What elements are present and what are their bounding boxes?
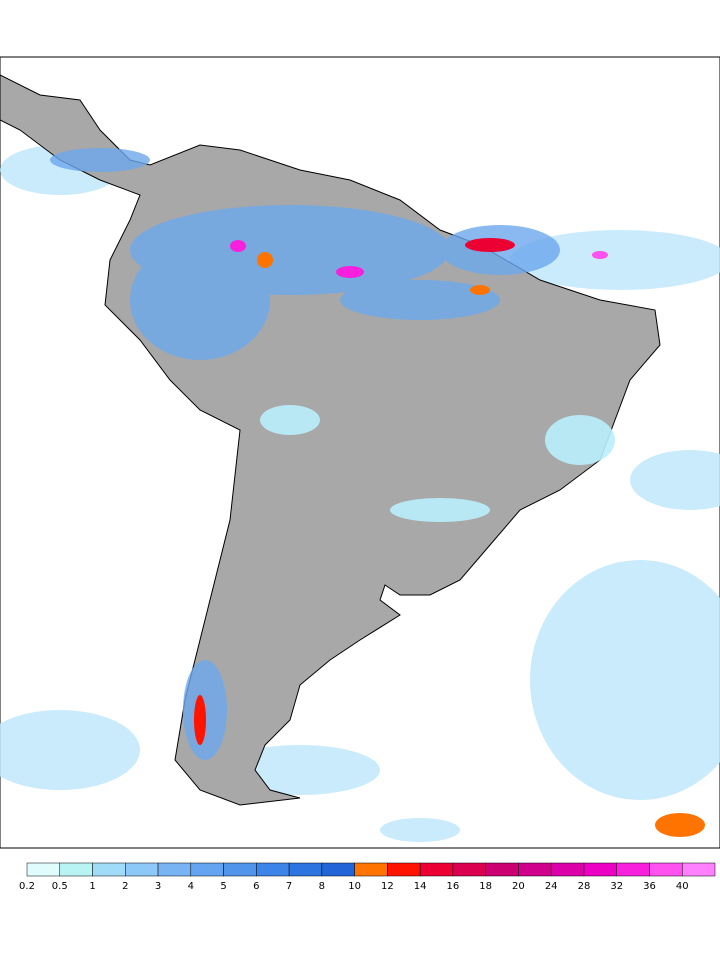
color-label: 16 <box>447 881 460 892</box>
color-label: 20 <box>512 881 525 892</box>
color-box <box>157 862 192 877</box>
color-box <box>583 862 617 877</box>
color-label: 0.2 <box>19 881 35 892</box>
colorbar: 0.2 0.5 1 2 3 4 5 6 7 8 10 12 14 16 18 20 24 28 32 36 40 <box>19 862 716 892</box>
color-label: 14 <box>414 881 427 892</box>
color-label: 24 <box>545 881 558 892</box>
color-box <box>452 862 486 877</box>
color-box <box>419 862 454 877</box>
color-label: 36 <box>643 881 656 892</box>
color-box <box>681 862 716 877</box>
color-label: 2 <box>122 881 128 892</box>
color-label: 40 <box>676 881 689 892</box>
color-box <box>485 862 519 877</box>
color-label: 6 <box>253 881 259 892</box>
color-label: 12 <box>381 881 394 892</box>
color-label: 1 <box>89 881 95 892</box>
color-label: 10 <box>348 881 361 892</box>
precip-light <box>260 405 615 522</box>
color-label: 4 <box>188 881 194 892</box>
color-box <box>190 862 224 877</box>
precip-heavy <box>194 238 705 837</box>
color-box <box>223 862 257 877</box>
color-label: 28 <box>578 881 591 892</box>
precip-land <box>50 148 560 760</box>
color-box <box>26 862 61 877</box>
color-label: 0.5 <box>52 881 68 892</box>
map <box>0 56 720 849</box>
color-label: 32 <box>610 881 623 892</box>
color-label: 7 <box>286 881 292 892</box>
color-box <box>649 862 683 877</box>
color-box <box>518 862 552 877</box>
color-box <box>321 862 355 877</box>
color-box <box>616 862 650 877</box>
color-box <box>256 862 290 877</box>
color-box <box>354 862 388 877</box>
color-label: 8 <box>319 881 325 892</box>
color-label: 5 <box>220 881 226 892</box>
color-box <box>125 862 159 877</box>
color-box <box>59 862 93 877</box>
color-box <box>92 862 126 877</box>
color-box <box>288 862 323 877</box>
color-box <box>387 862 421 877</box>
color-label: 18 <box>479 881 492 892</box>
color-box <box>550 862 585 877</box>
color-label: 3 <box>155 881 161 892</box>
